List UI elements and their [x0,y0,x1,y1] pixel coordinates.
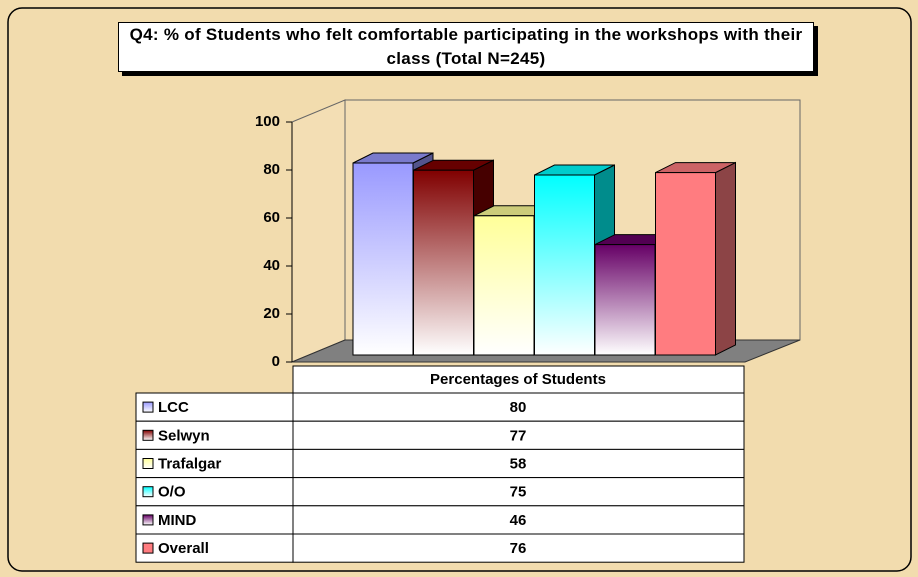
bar [473,215,535,356]
legend-swatch [142,542,154,554]
table-value: 76 [510,540,527,557]
legend-swatch [142,429,154,441]
legend-label: Trafalgar [158,455,222,472]
y-tick-label: 0 [272,353,280,370]
data-table: Percentages of Students LCC 80 Selwyn 77 Tra… [135,365,745,563]
table-cell [135,505,294,535]
table-cell [135,533,294,563]
bar [534,174,595,356]
bar [594,244,656,356]
legend-swatch [142,458,154,469]
table-cell [292,505,745,535]
table-value: 58 [510,455,527,472]
table-value: 77 [510,427,527,444]
table-value: 46 [510,512,527,529]
legend-label: Overall [158,540,209,557]
bar [655,172,716,356]
side-wall [291,99,346,363]
table-header-cell [292,365,745,394]
y-tick-label: 40 [263,257,280,274]
table-cell [292,477,745,507]
legend-label: LCC [158,399,189,416]
legend-swatch [142,401,154,413]
table-cell [292,420,745,450]
bar [413,169,474,356]
table-header: Percentages of Students [430,371,606,388]
table-cell [135,392,294,422]
y-tick-label: 100 [255,113,280,130]
chart-title: Q4: % of Students who felt comfortable p… [118,22,814,72]
legend-swatch [142,514,154,526]
legend-label: MIND [158,512,196,529]
table-cell [292,533,745,563]
table-cell [292,392,745,422]
table-value: 75 [510,484,527,501]
y-tick-label: 80 [263,161,280,178]
frame [7,7,912,572]
table-cell [135,477,294,507]
bar [352,162,414,356]
legend-label: Selwyn [158,427,210,444]
table-value: 80 [510,399,527,416]
y-tick-label: 20 [263,305,280,322]
legend-label: O/O [158,484,186,501]
y-tick-label: 60 [263,209,280,226]
legend-swatch [142,486,154,498]
bar-side [715,161,736,356]
